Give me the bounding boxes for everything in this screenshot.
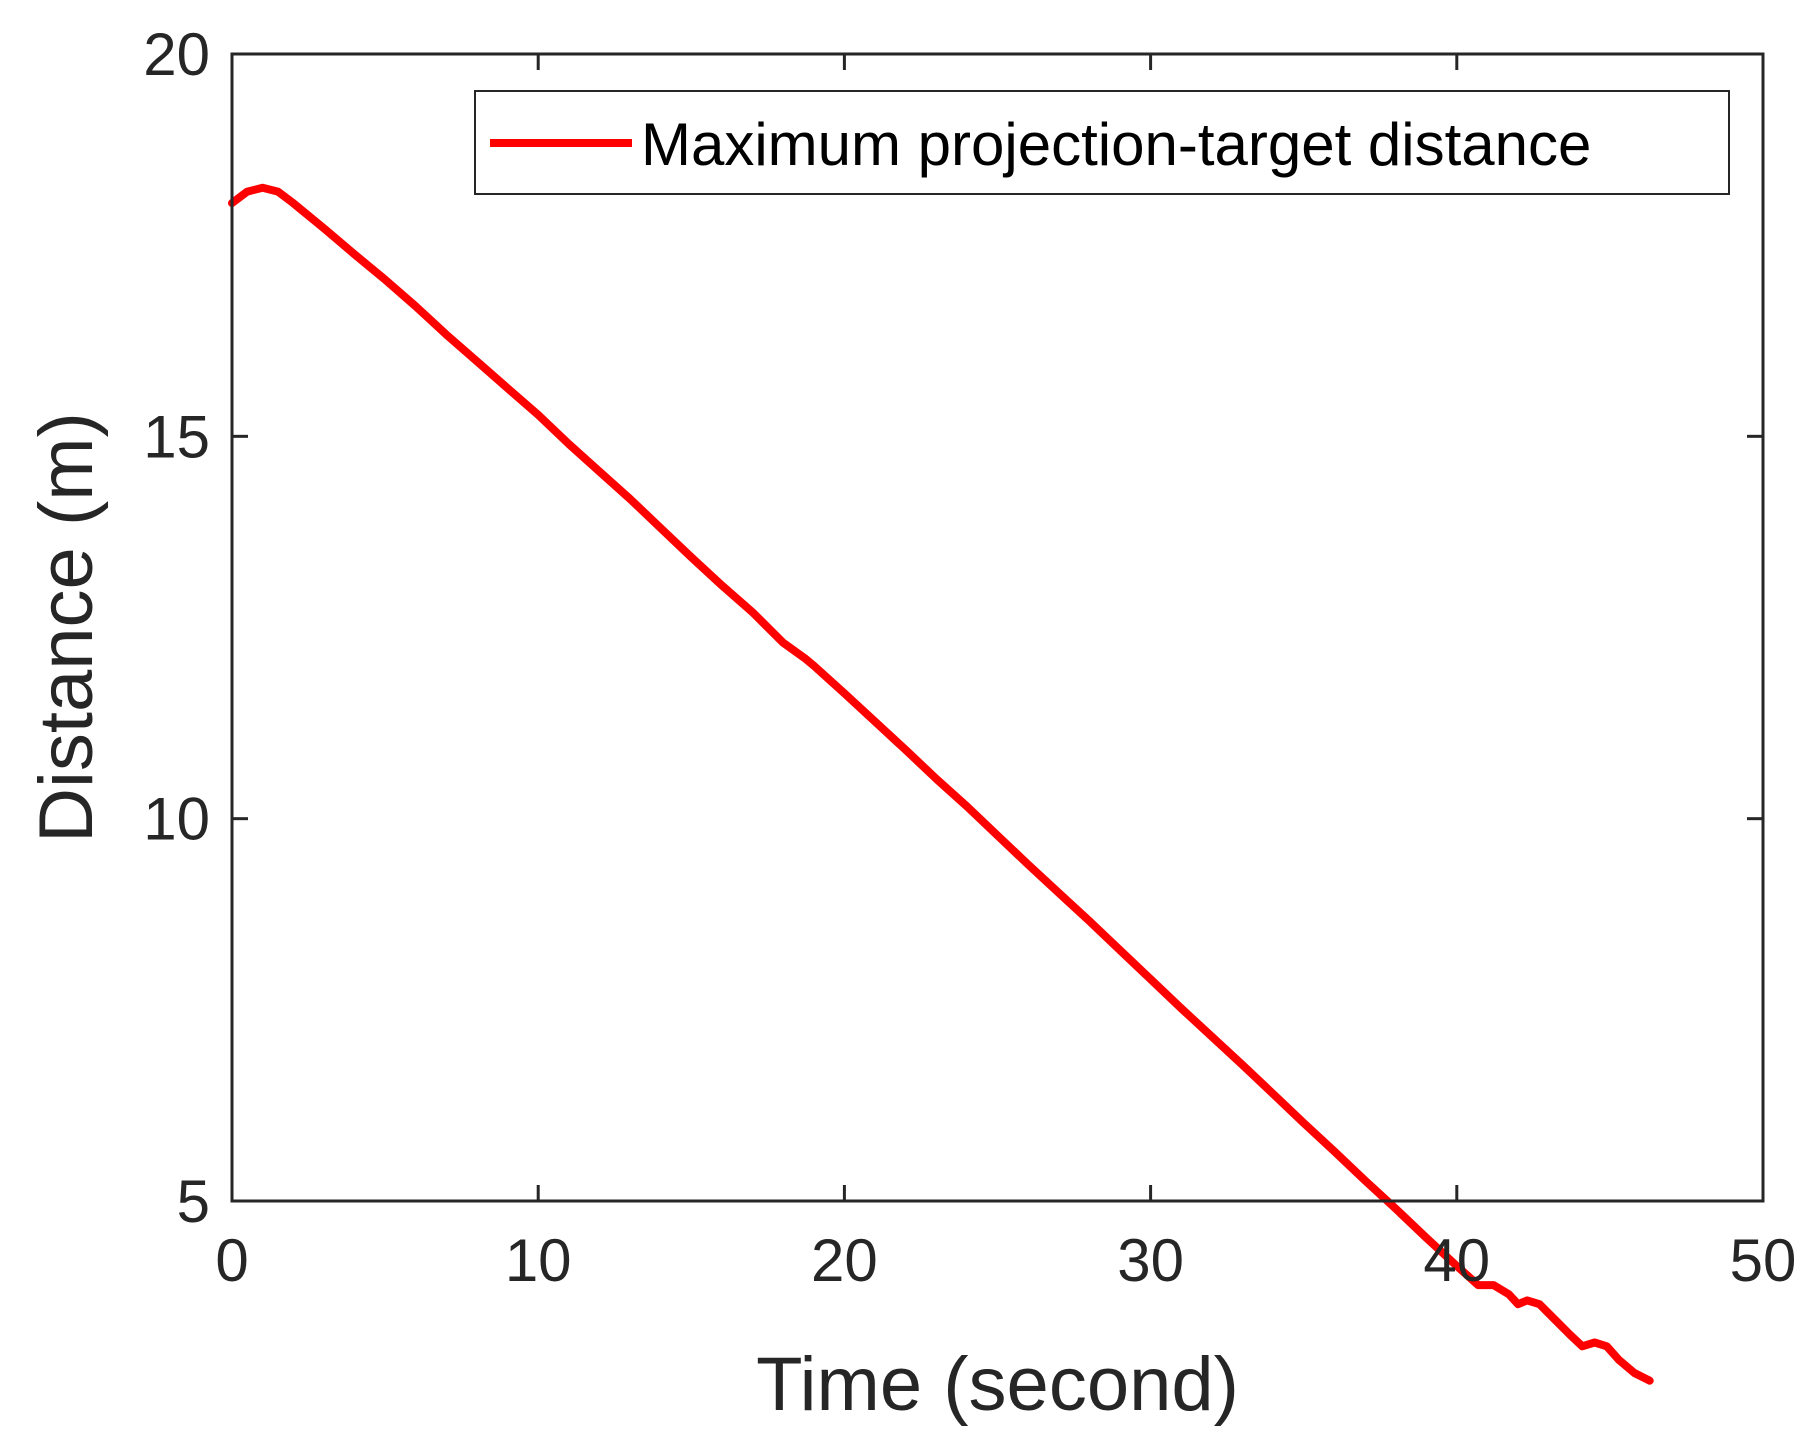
tick-labels: 0 10 20 30 40 50 5 10 15 20 <box>143 21 1796 1294</box>
x-tick-label: 10 <box>505 1227 572 1294</box>
series-line <box>228 183 1654 1385</box>
series-layer <box>228 183 1654 1385</box>
x-tick-label: 40 <box>1423 1227 1490 1294</box>
legend: Maximum projection-target distance <box>474 90 1730 195</box>
axes-box <box>230 52 1765 1203</box>
y-tick-label: 10 <box>143 786 210 853</box>
y-tick-label: 20 <box>143 21 210 88</box>
x-tick-label: 0 <box>215 1227 248 1294</box>
x-tick-label: 30 <box>1117 1227 1184 1294</box>
y-tick-label: 15 <box>143 403 210 470</box>
y-axis-label: Distance (m) <box>24 412 109 843</box>
x-axis-label: Time (second) <box>756 1342 1239 1427</box>
legend-entry-label: Maximum projection-target distance <box>641 111 1591 178</box>
legend-box <box>474 90 1730 195</box>
x-tick-label: 50 <box>1730 1227 1797 1294</box>
x-tick-label: 20 <box>811 1227 878 1294</box>
y-tick-label: 5 <box>177 1168 210 1235</box>
